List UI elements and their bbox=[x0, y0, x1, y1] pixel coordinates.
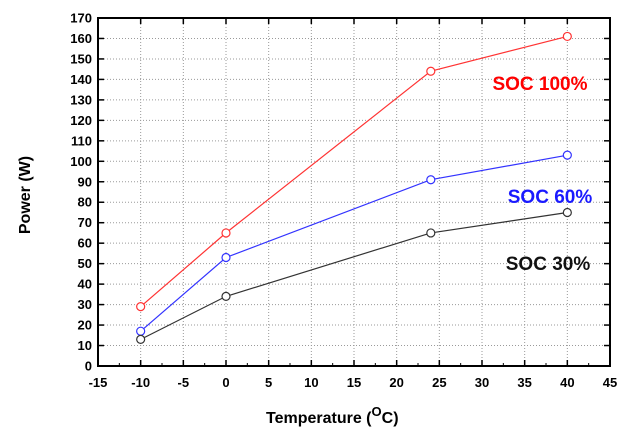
y-tick-label: 110 bbox=[71, 133, 92, 148]
x-tick-label: 25 bbox=[432, 375, 446, 390]
series-layer bbox=[136, 31, 572, 344]
data-point bbox=[426, 228, 436, 238]
y-tick-label: 170 bbox=[70, 11, 92, 26]
x-tick-label: -15 bbox=[89, 375, 108, 390]
x-tick-label: 45 bbox=[603, 375, 617, 390]
x-tick-label: 20 bbox=[389, 375, 403, 390]
data-point bbox=[221, 252, 231, 263]
series-label-2: SOC 30% bbox=[506, 254, 591, 275]
grid bbox=[98, 18, 610, 366]
x-tick-label: 10 bbox=[304, 375, 318, 390]
y-tick-label: 50 bbox=[78, 256, 92, 271]
data-point bbox=[426, 175, 436, 185]
data-point bbox=[562, 207, 572, 218]
series-label-1: SOC 60% bbox=[508, 187, 593, 208]
data-point bbox=[136, 334, 146, 344]
x-tick-label: 5 bbox=[265, 375, 272, 390]
y-tick-label: 80 bbox=[78, 195, 92, 210]
y-tick-label: 10 bbox=[78, 338, 92, 353]
x-axis-title-degree: O bbox=[372, 404, 382, 419]
x-tick-label: -5 bbox=[178, 375, 190, 390]
y-tick-label: 40 bbox=[78, 277, 92, 292]
x-tick-label: 35 bbox=[517, 375, 531, 390]
y-tick-label: 60 bbox=[78, 236, 92, 251]
series-label-0: SOC 100% bbox=[492, 74, 587, 95]
y-tick-label: 20 bbox=[78, 318, 92, 333]
x-tick-label: 15 bbox=[347, 375, 361, 390]
x-tick-label: 40 bbox=[560, 375, 574, 390]
data-point bbox=[136, 302, 146, 312]
x-axis-title-unit: C) bbox=[382, 410, 399, 427]
axis-ticks: -15 -10 -5 0 5 10 15 20 25 30 35 40 45 0 10 20 30 40 50 60 7… bbox=[70, 11, 617, 391]
data-point bbox=[426, 66, 436, 76]
x-tick-label: 0 bbox=[222, 375, 229, 390]
data-point bbox=[221, 291, 231, 301]
data-point bbox=[562, 150, 572, 160]
y-axis-title: Power (W) bbox=[17, 156, 34, 234]
y-tick-label: 120 bbox=[70, 113, 92, 128]
data-point bbox=[221, 228, 231, 238]
data-point bbox=[136, 326, 146, 336]
y-tick-label: 160 bbox=[70, 31, 92, 46]
series-line-0 bbox=[140, 35, 568, 308]
x-tick-label: 30 bbox=[475, 375, 489, 390]
y-tick-label: 70 bbox=[78, 215, 92, 230]
series-line-2 bbox=[140, 211, 568, 340]
series-labels: SOC 100% SOC 60% SOC 30% bbox=[492, 74, 592, 275]
y-tick-label: 0 bbox=[85, 359, 92, 374]
data-point bbox=[562, 31, 572, 42]
x-tick-label: -10 bbox=[131, 375, 150, 390]
y-tick-label: 130 bbox=[70, 92, 92, 107]
series-line-1 bbox=[140, 154, 568, 332]
y-tick-label: 90 bbox=[78, 174, 92, 189]
x-axis-title: Temperature (OC) bbox=[266, 404, 399, 427]
y-tick-label: 100 bbox=[70, 154, 92, 169]
y-tick-label: 140 bbox=[70, 72, 92, 87]
y-tick-label: 30 bbox=[78, 297, 92, 312]
y-tick-label: 150 bbox=[70, 51, 92, 66]
x-axis-title-main: Temperature ( bbox=[266, 410, 372, 427]
